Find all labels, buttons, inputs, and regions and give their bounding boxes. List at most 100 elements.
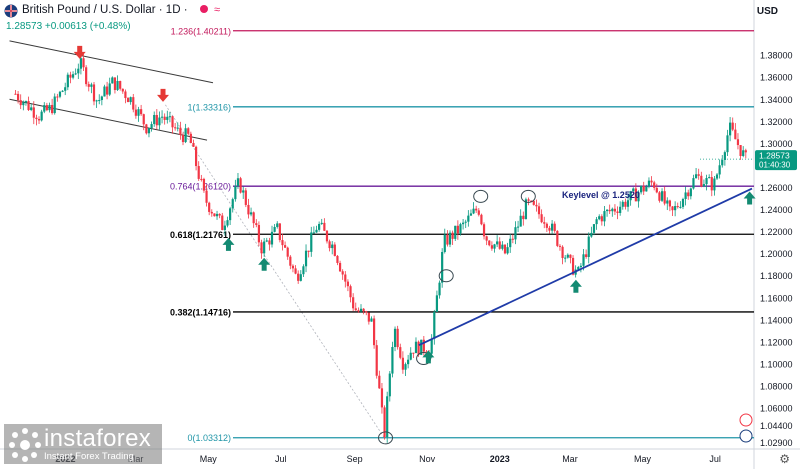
candle-body	[488, 240, 491, 246]
candle-body	[375, 345, 378, 376]
wave-icon[interactable]: ≈	[214, 4, 221, 16]
candle-body	[229, 208, 232, 221]
candle-body	[700, 175, 703, 187]
candle-body	[545, 223, 548, 228]
candle-body	[399, 347, 402, 358]
candle-body	[496, 241, 499, 245]
candle-body	[291, 265, 295, 269]
event-marker-icon	[739, 413, 753, 427]
candle-body	[22, 102, 25, 106]
candle-body	[354, 308, 357, 311]
price-change: 1.28573 +0.00613 (+0.48%)	[6, 21, 131, 32]
up-arrow-icon	[258, 257, 271, 271]
candle-body	[32, 107, 35, 118]
candle-body	[718, 165, 721, 175]
candle-body	[359, 308, 363, 312]
candle-body	[171, 116, 174, 128]
candle-body	[318, 223, 321, 230]
candle-body	[181, 134, 185, 143]
candle-body	[24, 101, 28, 103]
candle-body	[708, 177, 711, 179]
settings-gear-icon[interactable]: ⚙	[779, 452, 790, 466]
pivot-circle	[520, 189, 536, 203]
candle-body	[480, 214, 483, 225]
candle-body	[64, 87, 67, 91]
y-tick-label: 1.24000	[760, 205, 793, 215]
candle-body	[409, 352, 412, 360]
candle-body	[624, 201, 627, 207]
candle-body	[734, 129, 737, 140]
candle-body	[197, 166, 200, 179]
candle-body	[582, 254, 585, 266]
uptrend-line	[418, 187, 753, 347]
candles-group	[14, 52, 747, 443]
y-tick-label: 1.06000	[760, 404, 793, 414]
candle-body	[142, 114, 145, 125]
candle-body	[482, 224, 486, 237]
candle-body	[325, 230, 329, 242]
channel-line	[9, 40, 214, 84]
candle-body	[446, 234, 449, 245]
fib-level-label: 0.618(1.21761)	[170, 230, 231, 240]
y-tick-label: 1.12000	[760, 337, 793, 347]
candle-body	[666, 200, 669, 204]
candle-body	[79, 58, 83, 69]
candle-body	[357, 310, 360, 312]
y-tick-label: 1.02900	[760, 438, 793, 448]
candle-body	[477, 210, 480, 215]
candle-body	[459, 224, 462, 234]
candle-body	[655, 187, 658, 193]
candle-body	[365, 311, 368, 313]
candle-body	[490, 245, 493, 249]
candle-body	[126, 98, 130, 103]
y-tick-label: 1.38000	[760, 51, 793, 61]
candle-body	[184, 128, 187, 143]
candle-body	[723, 152, 726, 160]
candle-body	[407, 359, 410, 365]
candle-body	[260, 242, 263, 254]
candle-body	[420, 339, 423, 355]
currency-label[interactable]: USD	[756, 6, 778, 17]
fib-level-label: 0.382(1.14716)	[170, 307, 231, 317]
candle-body	[289, 256, 292, 266]
x-tick-label: Sep	[347, 454, 363, 464]
candle-body	[307, 250, 310, 252]
candle-body	[692, 178, 695, 189]
candle-body	[92, 84, 96, 102]
candle-body	[187, 128, 190, 134]
candle-body	[391, 347, 394, 374]
candle-body	[124, 91, 127, 99]
candle-body	[346, 281, 350, 287]
symbol-title[interactable]: British Pound / U.S. Dollar · 1D ·	[22, 4, 188, 16]
flag-icon	[4, 4, 18, 18]
candle-body	[435, 295, 439, 312]
candle-body	[721, 159, 724, 166]
candle-body	[145, 124, 148, 134]
bar-countdown: 01:40:30	[759, 161, 791, 170]
candle-body	[388, 373, 391, 397]
candle-body	[179, 127, 182, 135]
candle-body	[629, 191, 632, 201]
candle-body	[632, 188, 635, 192]
candle-body	[194, 146, 198, 167]
candle-body	[564, 257, 567, 259]
candle-body	[414, 341, 418, 354]
candle-body	[509, 238, 512, 248]
y-tick-label: 1.26000	[760, 183, 793, 193]
candle-body	[522, 215, 525, 220]
down-arrow-icon	[157, 88, 170, 102]
candle-body	[315, 229, 318, 233]
last-price-value: 1.28573	[759, 151, 790, 161]
candle-body	[634, 188, 637, 202]
candle-body	[74, 73, 77, 75]
candle-body	[566, 254, 569, 258]
candle-body	[116, 80, 119, 90]
candle-body	[501, 244, 504, 249]
candle-body	[592, 224, 596, 233]
candle-body	[621, 201, 624, 207]
candle-body	[514, 227, 517, 240]
indicator-dot-icon[interactable]	[200, 4, 208, 16]
candle-body	[56, 96, 59, 98]
candle-body	[252, 212, 255, 224]
